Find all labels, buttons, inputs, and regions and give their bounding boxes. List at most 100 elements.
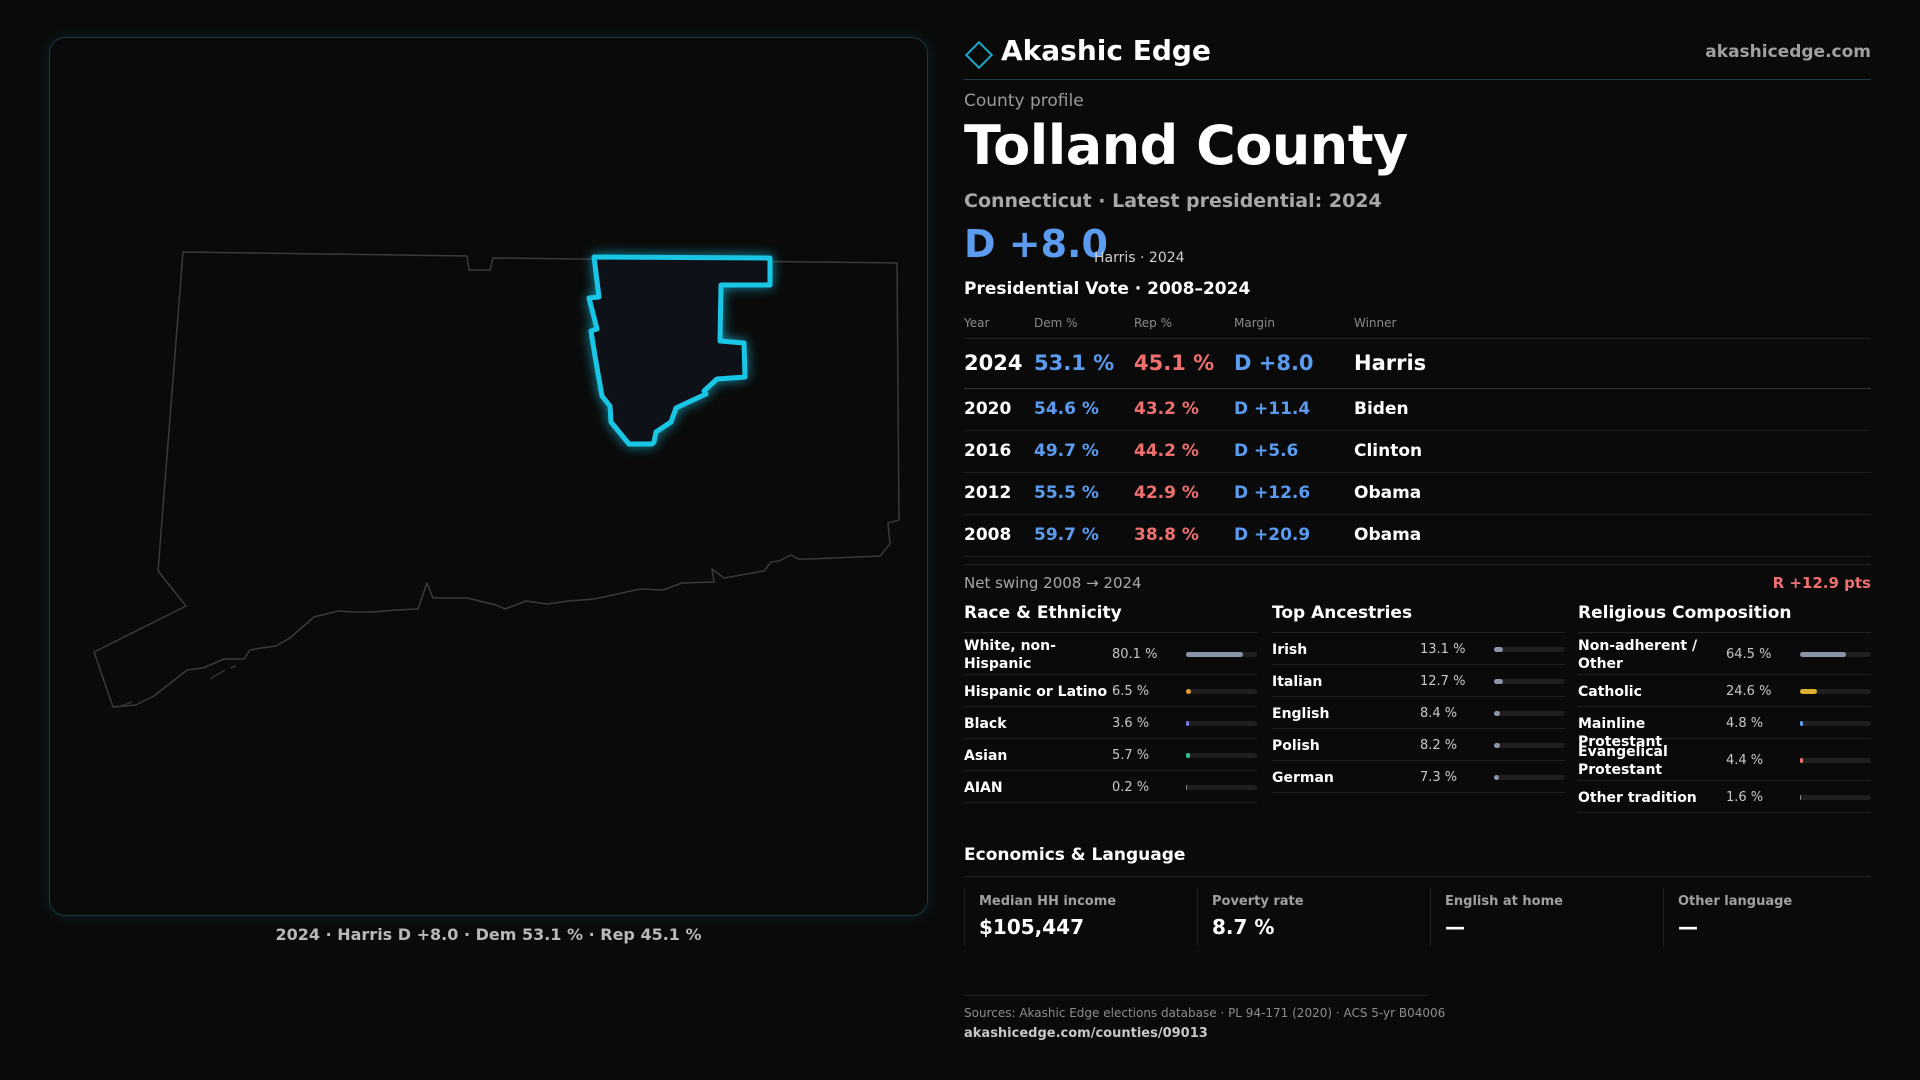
- table-row: 2016 49.7 % 44.2 % D +5.6 Clinton: [964, 430, 1871, 473]
- bar-fill: [1186, 689, 1191, 694]
- economics-heading: Economics & Language: [964, 845, 1871, 877]
- bar-track: [1800, 652, 1871, 657]
- bar-track: [1186, 689, 1257, 694]
- brand-header: Akashic Edge akashicedge.com: [964, 30, 1871, 80]
- list-item: White, non-Hispanic 80.1 %: [964, 633, 1257, 675]
- econ-label: Poverty rate: [1212, 894, 1304, 909]
- cell-year: 2008: [964, 514, 1034, 557]
- econ-value: —: [1678, 915, 1698, 939]
- col-margin: Margin: [1234, 308, 1354, 339]
- item-value: 8.4 %: [1420, 706, 1458, 721]
- econ-income-card: Median HH income $105,447: [964, 888, 1191, 946]
- bar-fill: [1494, 679, 1504, 684]
- list-item: Non-adherent / Other 64.5 %: [1578, 633, 1871, 675]
- bar-fill: [1800, 795, 1802, 800]
- item-label: Catholic: [1578, 684, 1642, 700]
- item-value: 0.2 %: [1112, 780, 1150, 795]
- list-item: Mainline Protestant 4.8 %: [1578, 707, 1871, 750]
- cell-winner: Clinton: [1354, 430, 1871, 473]
- list-item: Evangelical Protestant 4.4 %: [1578, 739, 1871, 781]
- vote-table-heading: Presidential Vote · 2008–2024: [964, 279, 1251, 299]
- item-value: 4.8 %: [1726, 716, 1764, 731]
- cell-margin: D +8.0: [1234, 338, 1354, 389]
- sources-url-link[interactable]: akashicedge.com/counties/09013: [964, 1026, 1208, 1041]
- col-rep: Rep %: [1134, 308, 1234, 339]
- item-label: Polish: [1272, 738, 1320, 754]
- cell-margin: D +20.9: [1234, 514, 1354, 557]
- diamond-logo-icon: [964, 40, 994, 70]
- brand-url-link[interactable]: akashicedge.com: [1705, 42, 1871, 62]
- sources-text: Sources: Akashic Edge elections database…: [964, 1006, 1446, 1020]
- map-panel[interactable]: [49, 37, 928, 916]
- bar-track: [1494, 679, 1565, 684]
- list-item: German 7.3 %: [1272, 761, 1565, 793]
- bar-fill: [1800, 721, 1804, 726]
- econ-label: English at home: [1445, 894, 1563, 909]
- col-winner: Winner: [1354, 308, 1871, 339]
- bar-track: [1494, 647, 1565, 652]
- item-label: Asian: [964, 748, 1008, 764]
- cell-rep: 43.2 %: [1134, 388, 1234, 431]
- item-label: Irish: [1272, 642, 1308, 658]
- bar-track: [1494, 711, 1565, 716]
- list-item: Hispanic or Latino 6.5 %: [964, 675, 1257, 707]
- bar-fill: [1494, 743, 1500, 748]
- vote-table-header: Year Dem % Rep % Margin Winner: [964, 308, 1871, 339]
- net-swing-row: Net swing 2008 → 2024 R +12.9 pts: [964, 564, 1871, 594]
- item-value: 24.6 %: [1726, 684, 1772, 699]
- cell-winner: Obama: [1354, 514, 1871, 557]
- bar-track: [1800, 758, 1871, 763]
- econ-label: Other language: [1678, 894, 1793, 909]
- state-coast-islands: [117, 665, 237, 708]
- table-row: 2008 59.7 % 38.8 % D +20.9 Obama: [964, 514, 1871, 557]
- item-value: 3.6 %: [1112, 716, 1150, 731]
- profile-subtitle: Connecticut · Latest presidential: 2024: [964, 190, 1382, 212]
- sources-footer: Sources: Akashic Edge elections database…: [964, 995, 1446, 1041]
- cell-winner: Biden: [1354, 388, 1871, 431]
- econ-value: 8.7 %: [1212, 915, 1275, 939]
- profile-eyebrow: County profile: [964, 91, 1084, 111]
- state-map[interactable]: [50, 38, 929, 917]
- bar-fill: [1186, 721, 1189, 726]
- vote-table: Year Dem % Rep % Margin Winner 2024 53.1…: [964, 308, 1871, 557]
- ancestry-section: Top Ancestries Irish 13.1 % Italian 12.7…: [1272, 603, 1565, 793]
- item-label: Evangelical Protestant: [1578, 744, 1668, 778]
- item-label: Italian: [1272, 674, 1323, 690]
- item-value: 8.2 %: [1420, 738, 1458, 753]
- item-value: 5.7 %: [1112, 748, 1150, 763]
- state-outline: [93, 251, 900, 708]
- item-value: 80.1 %: [1112, 647, 1158, 662]
- cell-margin: D +11.4: [1234, 388, 1354, 431]
- cell-dem: 49.7 %: [1034, 430, 1134, 473]
- bar-track: [1494, 743, 1565, 748]
- item-label: German: [1272, 770, 1334, 786]
- item-value: 13.1 %: [1420, 642, 1466, 657]
- cell-dem: 59.7 %: [1034, 514, 1134, 557]
- cell-year: 2020: [964, 388, 1034, 431]
- bar-fill: [1800, 758, 1804, 763]
- headline-margin: D +8.0: [964, 222, 1108, 266]
- net-swing-value: R +12.9 pts: [1772, 574, 1871, 592]
- list-item: Irish 13.1 %: [1272, 633, 1565, 665]
- list-item: Polish 8.2 %: [1272, 729, 1565, 761]
- list-item: Italian 12.7 %: [1272, 665, 1565, 697]
- list-item: Black 3.6 %: [964, 707, 1257, 739]
- item-label: Mainline Protestant: [1578, 716, 1663, 750]
- cell-winner: Obama: [1354, 472, 1871, 515]
- list-item: English 8.4 %: [1272, 697, 1565, 729]
- bar-fill: [1186, 785, 1188, 790]
- bar-track: [1186, 753, 1257, 758]
- bar-fill: [1186, 652, 1243, 657]
- econ-label: Median HH income: [979, 894, 1117, 909]
- table-row: 2012 55.5 % 42.9 % D +12.6 Obama: [964, 472, 1871, 515]
- bar-fill: [1186, 753, 1191, 758]
- item-label: AIAN: [964, 780, 1003, 796]
- list-item: Catholic 24.6 %: [1578, 675, 1871, 707]
- ancestry-heading: Top Ancestries: [1272, 603, 1565, 633]
- table-row: 2020 54.6 % 43.2 % D +11.4 Biden: [964, 388, 1871, 431]
- county-highlight[interactable]: [586, 254, 773, 447]
- col-dem: Dem %: [1034, 308, 1134, 339]
- item-label: Non-adherent / Other: [1578, 638, 1698, 672]
- econ-value: —: [1445, 915, 1465, 939]
- bar-fill: [1494, 711, 1500, 716]
